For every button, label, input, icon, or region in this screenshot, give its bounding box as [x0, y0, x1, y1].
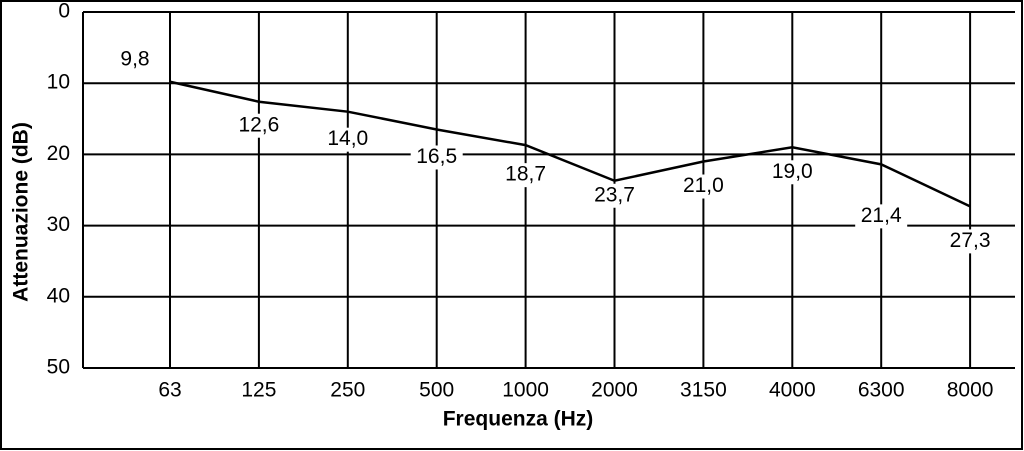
y-tick-label: 50 [47, 356, 70, 379]
y-tick-label: 0 [58, 0, 70, 23]
x-tick-label: 63 [158, 379, 181, 402]
data-label: 21,4 [861, 204, 902, 227]
y-tick-label: 20 [47, 142, 70, 165]
x-tick-label: 2000 [591, 379, 638, 402]
x-tick-label: 1000 [502, 379, 549, 402]
label-background [677, 174, 730, 199]
x-tick-label: 8000 [947, 379, 994, 402]
x-tick-label: 125 [241, 379, 276, 402]
label-background [944, 229, 997, 254]
y-tick-label: 10 [47, 71, 70, 94]
data-label: 27,3 [950, 229, 991, 252]
x-tick-label: 6300 [858, 379, 905, 402]
x-tick-label: 500 [419, 379, 454, 402]
data-label: 18,7 [505, 163, 546, 186]
label-background [410, 145, 463, 170]
x-tick-label: 250 [330, 379, 365, 402]
label-background [588, 183, 641, 208]
label-background [232, 113, 285, 138]
x-tick-label: 3150 [680, 379, 727, 402]
label-background [109, 47, 161, 72]
data-label: 14,0 [327, 127, 368, 150]
label-background [321, 127, 374, 152]
data-label: 21,0 [683, 174, 724, 197]
y-tick-label: 30 [47, 213, 70, 236]
x-axis-label: Frequenza (Hz) [443, 408, 594, 431]
data-label: 19,0 [772, 160, 813, 183]
data-label: 12,6 [238, 113, 279, 136]
y-axis-label: Attenuazione (dB) [10, 122, 33, 302]
label-background [766, 160, 819, 185]
label-background [855, 204, 908, 229]
y-tick-label: 40 [47, 284, 70, 307]
data-label: 9,8 [120, 47, 149, 70]
data-line [169, 80, 971, 208]
x-tick-label: 4000 [769, 379, 816, 402]
data-label: 23,7 [594, 183, 635, 206]
label-background [499, 163, 552, 188]
data-label: 16,5 [416, 145, 457, 168]
